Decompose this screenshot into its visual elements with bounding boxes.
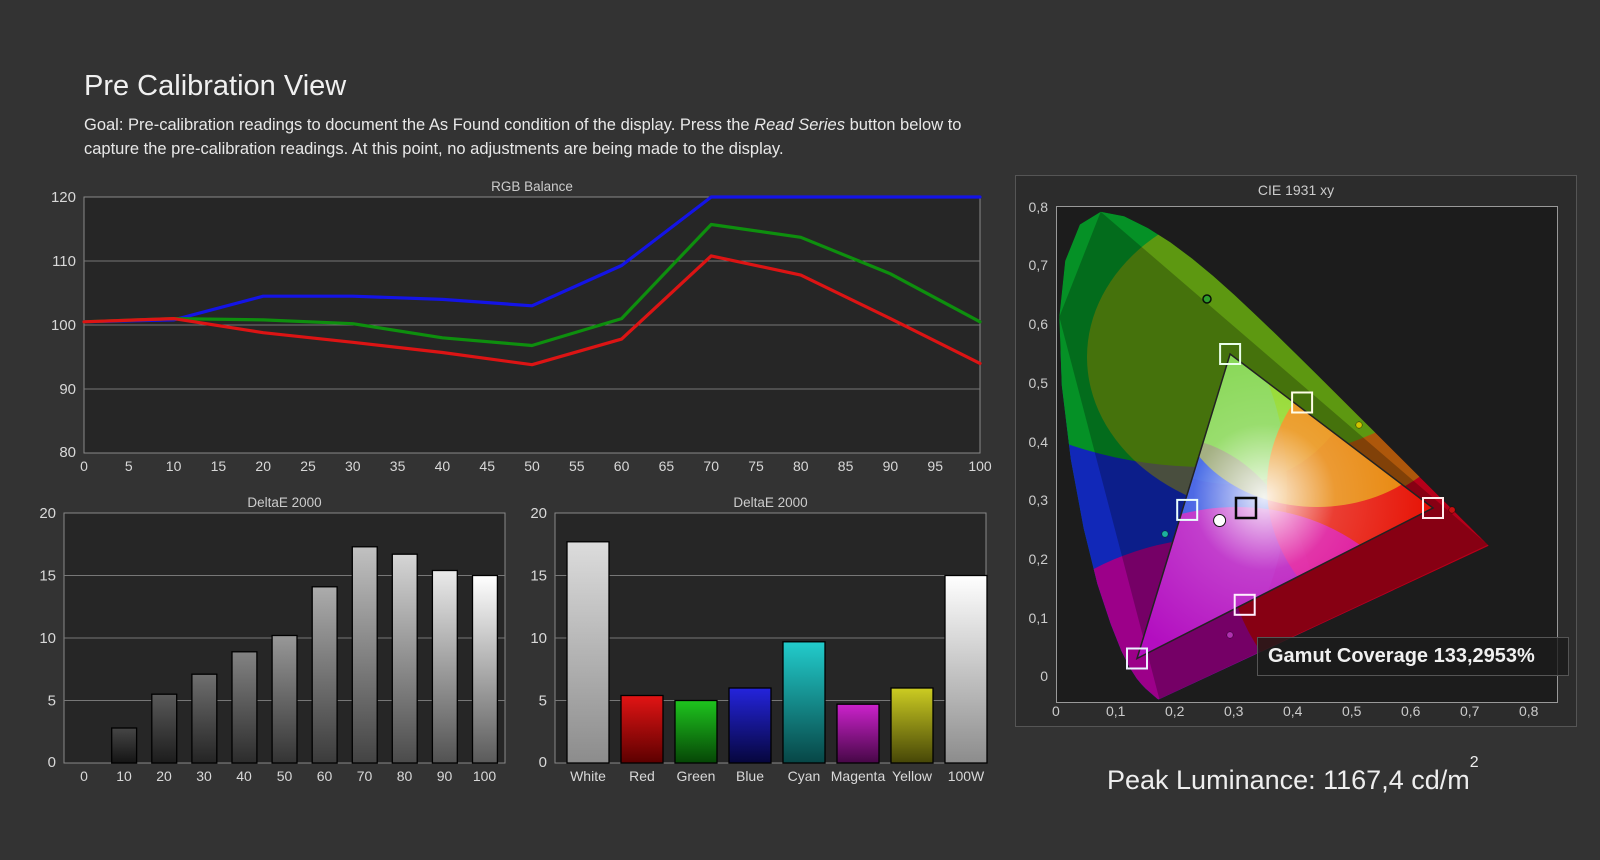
svg-text:45: 45	[479, 458, 495, 474]
svg-text:30: 30	[345, 458, 361, 474]
svg-text:Cyan: Cyan	[788, 768, 821, 784]
svg-text:15: 15	[39, 568, 56, 585]
svg-text:10: 10	[166, 458, 182, 474]
svg-text:100: 100	[968, 458, 992, 474]
svg-text:60: 60	[317, 768, 333, 784]
svg-text:10: 10	[116, 768, 132, 784]
svg-text:80: 80	[397, 768, 413, 784]
svg-text:50: 50	[524, 458, 540, 474]
svg-text:20: 20	[156, 768, 172, 784]
svg-text:0: 0	[80, 768, 88, 784]
svg-text:100: 100	[51, 317, 76, 334]
svg-text:20: 20	[530, 505, 547, 522]
svg-text:80: 80	[59, 444, 76, 461]
svg-text:Yellow: Yellow	[892, 768, 933, 784]
svg-text:25: 25	[300, 458, 316, 474]
svg-text:Blue: Blue	[736, 768, 764, 784]
svg-text:0: 0	[48, 754, 56, 771]
svg-text:White: White	[570, 768, 606, 784]
svg-text:90: 90	[883, 458, 899, 474]
svg-text:100: 100	[473, 768, 497, 784]
svg-text:10: 10	[530, 630, 547, 647]
svg-text:5: 5	[48, 693, 56, 710]
svg-text:0: 0	[539, 754, 547, 771]
svg-text:90: 90	[59, 381, 76, 398]
svg-text:65: 65	[659, 458, 675, 474]
svg-text:5: 5	[125, 458, 133, 474]
svg-text:Red: Red	[629, 768, 655, 784]
svg-text:50: 50	[277, 768, 293, 784]
svg-text:20: 20	[39, 505, 56, 522]
svg-text:60: 60	[614, 458, 630, 474]
svg-text:75: 75	[748, 458, 764, 474]
svg-text:70: 70	[357, 768, 373, 784]
svg-text:55: 55	[569, 458, 585, 474]
svg-text:120: 120	[51, 189, 76, 206]
svg-text:40: 40	[236, 768, 252, 784]
svg-text:30: 30	[196, 768, 212, 784]
svg-text:70: 70	[703, 458, 719, 474]
svg-text:20: 20	[255, 458, 271, 474]
svg-text:15: 15	[530, 568, 547, 585]
svg-text:Magenta: Magenta	[831, 768, 886, 784]
svg-text:5: 5	[539, 693, 547, 710]
svg-text:80: 80	[793, 458, 809, 474]
svg-text:10: 10	[39, 630, 56, 647]
svg-text:35: 35	[390, 458, 406, 474]
svg-text:85: 85	[838, 458, 854, 474]
svg-text:Green: Green	[677, 768, 716, 784]
svg-text:15: 15	[211, 458, 227, 474]
svg-text:110: 110	[52, 253, 76, 270]
svg-text:100W: 100W	[948, 768, 985, 784]
svg-text:95: 95	[927, 458, 943, 474]
svg-text:90: 90	[437, 768, 453, 784]
svg-text:0: 0	[80, 458, 88, 474]
svg-text:40: 40	[435, 458, 451, 474]
